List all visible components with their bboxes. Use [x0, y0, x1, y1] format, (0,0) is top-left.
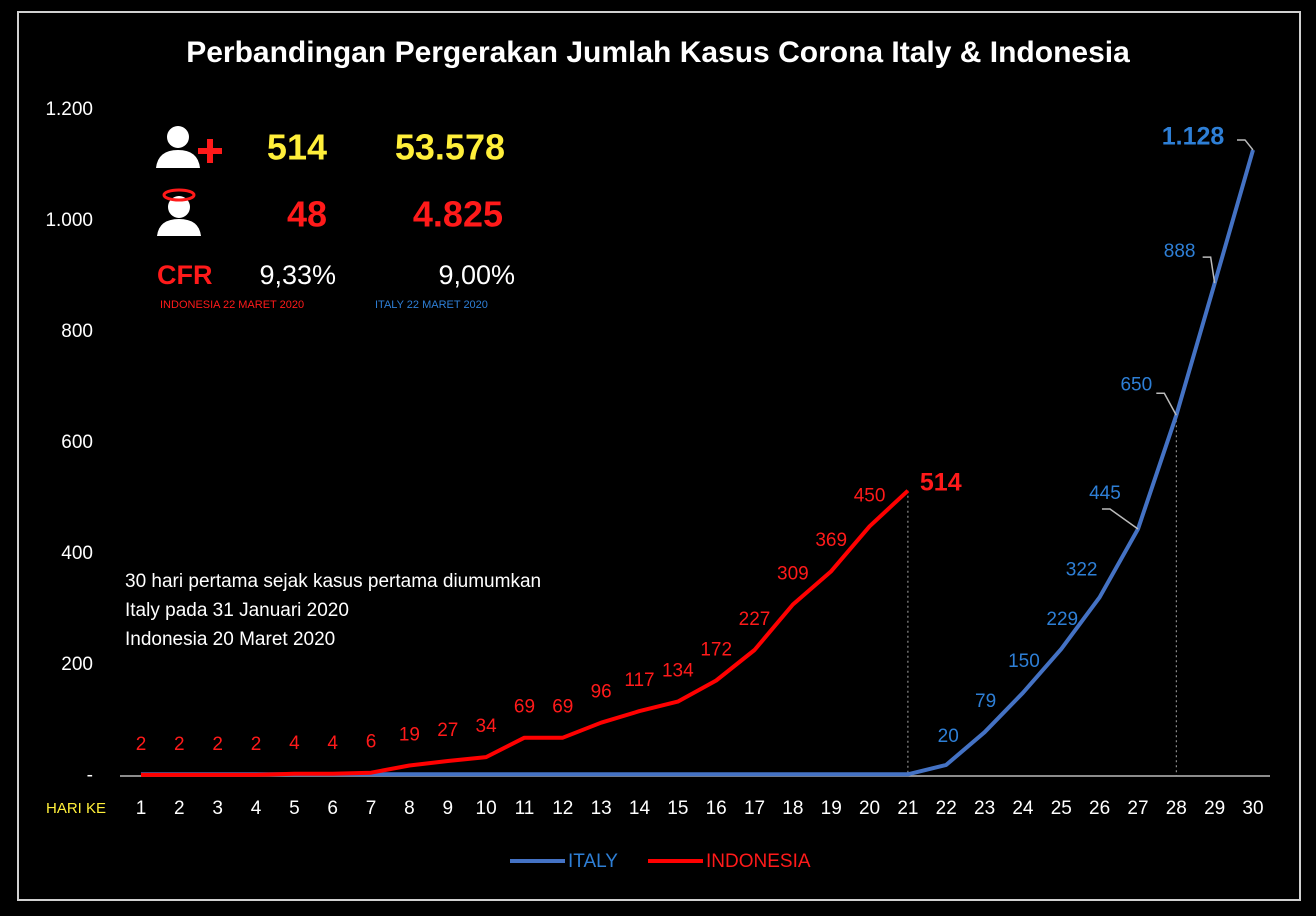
cases-icon — [156, 126, 222, 168]
x-tick-label: 14 — [629, 798, 651, 819]
data-label: 150 — [1008, 651, 1040, 672]
y-tick-label: 1.000 — [45, 210, 93, 231]
data-label: 322 — [1066, 559, 1098, 580]
stat: 48 — [287, 194, 327, 235]
data-label: 172 — [700, 640, 732, 661]
x-tick-label: 11 — [515, 798, 535, 819]
data-label: 134 — [662, 661, 694, 682]
frame — [17, 11, 1301, 901]
leader-line — [1101, 508, 1139, 530]
series-line — [141, 489, 910, 777]
x-tick-label: 24 — [1012, 798, 1034, 819]
x-tick-label: 10 — [476, 798, 497, 819]
leader-line — [1237, 139, 1254, 151]
y-tick-label: 200 — [61, 654, 93, 675]
data-label: 514 — [920, 468, 962, 496]
data-label: 309 — [777, 564, 809, 585]
data-label: 69 — [514, 697, 535, 718]
x-tick-label: 16 — [706, 798, 727, 819]
x-tick-label: 25 — [1051, 798, 1072, 819]
x-tick-label: 6 — [327, 798, 338, 819]
x-tick-label: 30 — [1242, 798, 1263, 819]
stat: 9,00% — [438, 260, 515, 290]
y-tick-label: 400 — [61, 543, 93, 564]
stat: 9,33% — [259, 260, 336, 290]
data-label: 69 — [552, 697, 573, 718]
data-label: 2 — [174, 734, 185, 755]
x-tick-label: 2 — [174, 798, 185, 819]
x-tick-label: 22 — [936, 798, 957, 819]
x-tick-label: 29 — [1204, 798, 1225, 819]
x-tick-label: 26 — [1089, 798, 1110, 819]
x-tick-label: 12 — [552, 798, 573, 819]
deaths-icon — [157, 188, 201, 236]
stat: 53.578 — [395, 127, 505, 168]
x-axis-label: HARI KE — [46, 800, 106, 817]
x-tick-label: 15 — [667, 798, 688, 819]
legend-label: INDONESIA — [706, 851, 811, 872]
stat: 514 — [267, 127, 327, 168]
x-tick-label: 9 — [442, 798, 453, 819]
data-label: 4 — [289, 733, 300, 754]
data-label: 19 — [399, 724, 420, 745]
data-label: 369 — [815, 530, 847, 551]
x-tick-label: 7 — [366, 798, 377, 819]
x-tick-label: 18 — [782, 798, 803, 819]
data-label: 450 — [854, 485, 886, 506]
x-tick-label: 8 — [404, 798, 415, 819]
data-label: 229 — [1046, 609, 1078, 630]
stat: 4.825 — [413, 194, 503, 235]
x-tick-label: 28 — [1166, 798, 1187, 819]
y-tick-label: - — [87, 765, 93, 786]
data-label: 888 — [1164, 241, 1196, 262]
annotation: 30 hari pertama sejak kasus pertama dium… — [125, 571, 541, 592]
x-tick-label: 1 — [136, 798, 147, 819]
x-tick-label: 19 — [821, 798, 842, 819]
data-label: 2 — [212, 734, 223, 755]
data-label: 445 — [1089, 483, 1121, 504]
y-tick-label: 1.200 — [45, 99, 93, 120]
data-label: 20 — [938, 726, 959, 747]
data-label: 96 — [591, 682, 612, 703]
x-tick-label: 13 — [591, 798, 612, 819]
x-tick-label: 3 — [212, 798, 223, 819]
x-tick-label: 27 — [1127, 798, 1148, 819]
data-label: 227 — [739, 609, 771, 630]
data-label: 6 — [366, 732, 377, 753]
stat-note: INDONESIA 22 MARET 2020 — [160, 299, 304, 311]
legend-label: ITALY — [568, 851, 618, 872]
x-tick-label: 23 — [974, 798, 995, 819]
x-tick-label: 17 — [744, 798, 765, 819]
data-label: 27 — [437, 720, 458, 741]
data-label: 79 — [975, 691, 996, 712]
chart-title: Perbandingan Pergerakan Jumlah Kasus Cor… — [186, 36, 1130, 69]
x-tick-label: 21 — [897, 798, 918, 819]
x-tick-label: 5 — [289, 798, 300, 819]
y-tick-label: 600 — [61, 432, 93, 453]
x-tick-label: 20 — [859, 798, 880, 819]
data-label: 650 — [1120, 374, 1152, 395]
data-label: 117 — [624, 670, 654, 691]
annotation: Italy pada 31 Januari 2020 — [125, 600, 349, 621]
data-label: 34 — [476, 716, 498, 737]
leader-line — [1202, 256, 1216, 284]
stat-note: ITALY 22 MARET 2020 — [375, 299, 488, 311]
leader-line — [1156, 392, 1177, 416]
data-label: 1.128 — [1162, 123, 1225, 151]
data-label: 4 — [327, 733, 338, 754]
annotation: Indonesia 20 Maret 2020 — [125, 629, 335, 650]
x-tick-label: 4 — [251, 798, 262, 819]
data-label: 2 — [251, 734, 262, 755]
y-tick-label: 800 — [61, 321, 93, 342]
data-label: 2 — [136, 734, 147, 755]
stat-label: CFR — [157, 260, 213, 290]
